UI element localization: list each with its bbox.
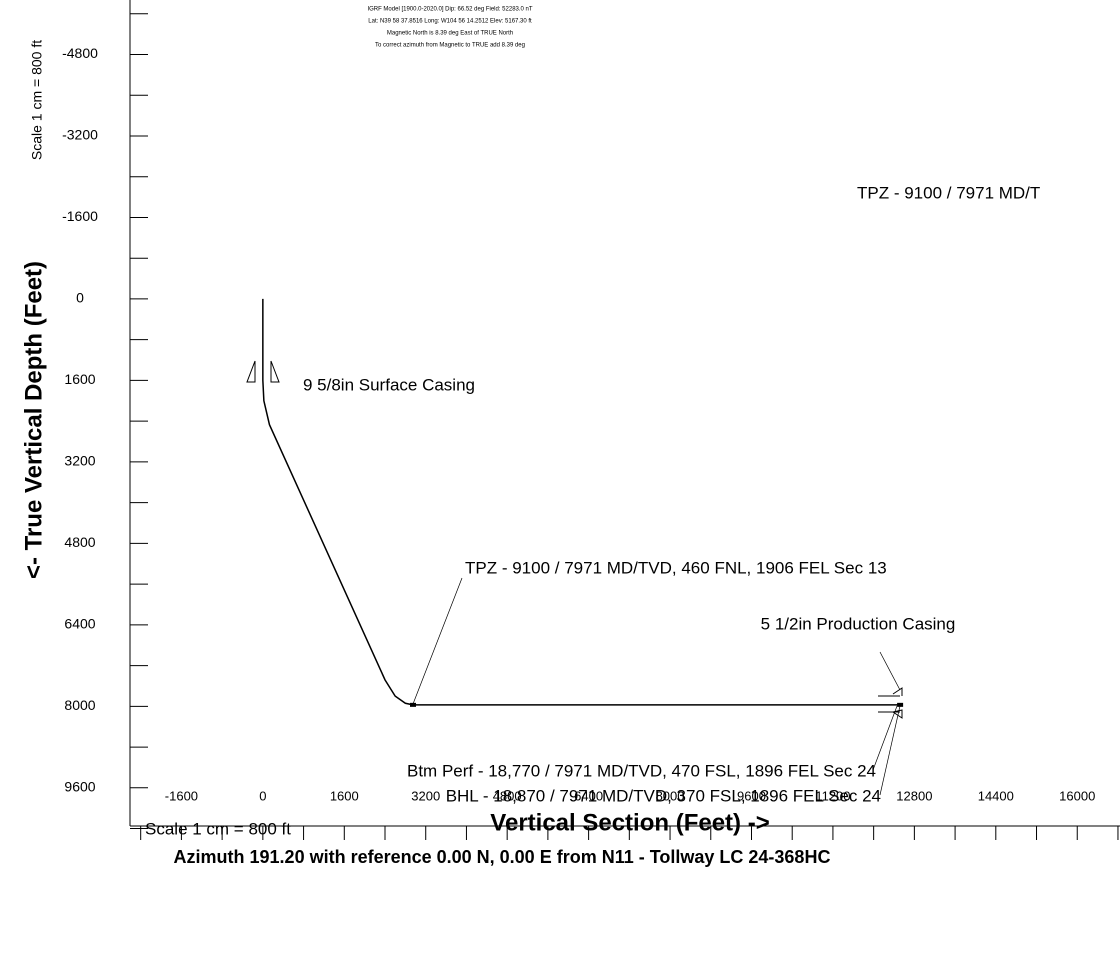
leader-line: [879, 651, 901, 691]
x-scale-label: Scale 1 cm = 800 ft: [145, 819, 291, 838]
x-tick-label: 12800: [896, 788, 932, 803]
casing-symbol: [246, 360, 256, 383]
annotation: TPZ - 9100 / 7971 MD/TVD, 460 FNL, 1906 …: [465, 558, 887, 577]
casing-symbol: [270, 360, 280, 383]
annotation: TPZ - 9100 / 7971 MD/T: [857, 183, 1040, 202]
x-tick-label: 1600: [330, 788, 359, 803]
leader-line: [412, 577, 463, 705]
leader-line: [872, 705, 898, 771]
station-marker: [897, 702, 904, 707]
y-tick-label: 3200: [64, 453, 95, 469]
y-tick-label: 0: [76, 290, 84, 306]
x-tick-label: 9600: [737, 788, 766, 803]
y-tick-label: 6400: [64, 616, 95, 632]
annotation: 9 5/8in Surface Casing: [303, 375, 475, 394]
x-tick-label: 0: [259, 788, 266, 803]
subtitle: Azimuth 191.20 with reference 0.00 N, 0.…: [174, 847, 831, 867]
header-line: Magnetic North is 8.39 deg East of TRUE …: [387, 31, 513, 37]
y-axis-label: <- True Vertical Depth (Feet): [20, 261, 47, 579]
station-marker: [410, 702, 417, 707]
x-axis-label: Vertical Section (Feet) ->: [490, 809, 769, 836]
y-tick-label: 8000: [64, 697, 95, 713]
y-tick-label: 9600: [64, 779, 95, 795]
y-tick-label: -4800: [62, 45, 98, 61]
x-tick-label: 3200: [411, 788, 440, 803]
y-tick-label: 4800: [64, 534, 95, 550]
x-tick-label: 14400: [978, 788, 1014, 803]
x-tick-label: 6400: [574, 788, 603, 803]
annotation: 5 1/2in Production Casing: [761, 614, 956, 633]
well-path: [262, 298, 901, 706]
x-tick-label: 8000: [656, 788, 685, 803]
header-line: IGRF Model [1900.0-2020.0] Dip: 66.52 de…: [367, 7, 532, 13]
x-tick-label: -1600: [165, 788, 198, 803]
header-line: Lat: N39 58 37.8516 Long: W104 56 14.251…: [368, 19, 532, 25]
x-tick-label: 11200: [815, 788, 850, 803]
casing-symbol: [891, 687, 903, 719]
annotation: Btm Perf - 18,770 / 7971 MD/TVD, 470 FSL…: [407, 761, 876, 780]
y-tick-label: -3200: [62, 127, 98, 143]
y-scale-label: Scale 1 cm = 800 ft: [29, 40, 45, 160]
x-tick-label: 4800: [493, 788, 522, 803]
annotation: BHL - 18,870 / 7971 MD/TVD, 370 FSL, 189…: [446, 786, 881, 805]
y-tick-label: -1600: [62, 208, 98, 224]
leader-line: [879, 705, 901, 796]
y-tick-label: 1600: [64, 371, 95, 387]
x-tick-label: 16000: [1059, 788, 1095, 803]
header-line: To correct azimuth from Magnetic to TRUE…: [375, 43, 525, 49]
